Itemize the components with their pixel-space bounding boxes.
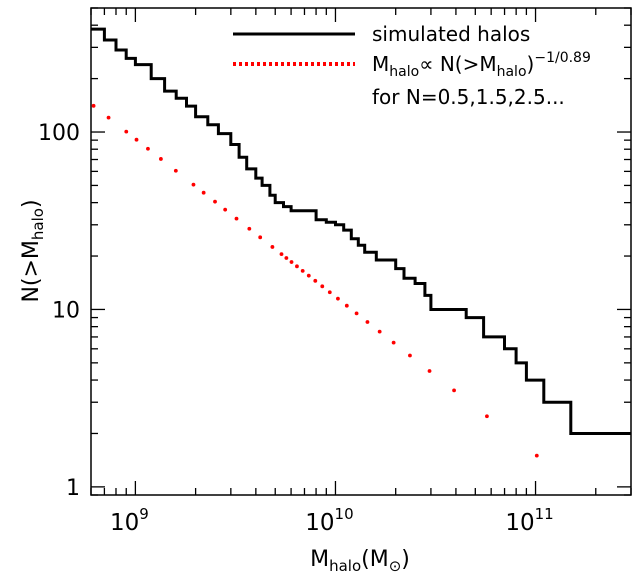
series-simulated-halos <box>91 27 631 435</box>
fit-point <box>327 290 332 295</box>
axis-ticks <box>90 7 632 496</box>
fit-point <box>91 103 96 108</box>
fit-point <box>258 235 263 240</box>
fit-point <box>124 129 129 134</box>
fit-point <box>313 278 318 283</box>
fit-point <box>300 268 305 273</box>
fit-point <box>201 190 206 195</box>
fit-point <box>173 168 178 173</box>
fit-point <box>158 157 163 161</box>
fit-point <box>234 216 239 221</box>
fit-point <box>427 369 432 373</box>
fit-point <box>336 296 340 301</box>
fit-point <box>213 199 217 204</box>
fit-point <box>320 284 325 289</box>
legend-label-fit: Mhalo∝ N(>Mhalo)−1/0.89 <box>372 50 591 80</box>
fit-point <box>534 453 539 458</box>
legend-label-note: for N=0.5,1.5,2.5... <box>372 85 565 109</box>
fit-point <box>191 182 196 187</box>
fit-point <box>146 146 150 151</box>
fit-point <box>344 303 349 308</box>
fit-point <box>134 137 139 142</box>
fit-point <box>365 320 370 324</box>
x-tick-label: 1011 <box>505 505 553 536</box>
fit-point <box>289 260 294 264</box>
fit-point <box>485 414 489 419</box>
fit-point <box>223 207 228 212</box>
fit-point <box>452 388 456 393</box>
fit-point <box>247 226 252 231</box>
fit-point <box>377 329 382 334</box>
y-tick-label: 100 <box>38 121 80 146</box>
series-layer <box>91 27 631 458</box>
axis-tick-labels: 109 1010 1011 1 10 100 <box>38 121 554 536</box>
y-tick-label: 10 <box>52 298 80 323</box>
fit-point <box>279 252 284 257</box>
fit-point <box>391 340 396 345</box>
x-tick-label: 109 <box>110 505 149 536</box>
legend: simulated halos Mhalo∝ N(>Mhalo)−1/0.89 fo… <box>233 22 591 109</box>
legend-label-simulated: simulated halos <box>372 22 530 46</box>
plot-frame <box>90 7 632 496</box>
fit-point <box>295 264 299 269</box>
x-tick-label: 1010 <box>305 505 353 536</box>
y-axis-label: N(>Mhalo) <box>19 199 47 302</box>
fit-point <box>284 256 289 260</box>
fit-point <box>270 245 275 249</box>
x-axis-label: Mhalo(M⊙) <box>310 547 410 575</box>
fit-point <box>306 273 311 278</box>
fit-point <box>354 311 359 316</box>
fit-point <box>106 115 111 120</box>
fit-point <box>408 353 412 358</box>
y-tick-label: 1 <box>66 476 80 501</box>
